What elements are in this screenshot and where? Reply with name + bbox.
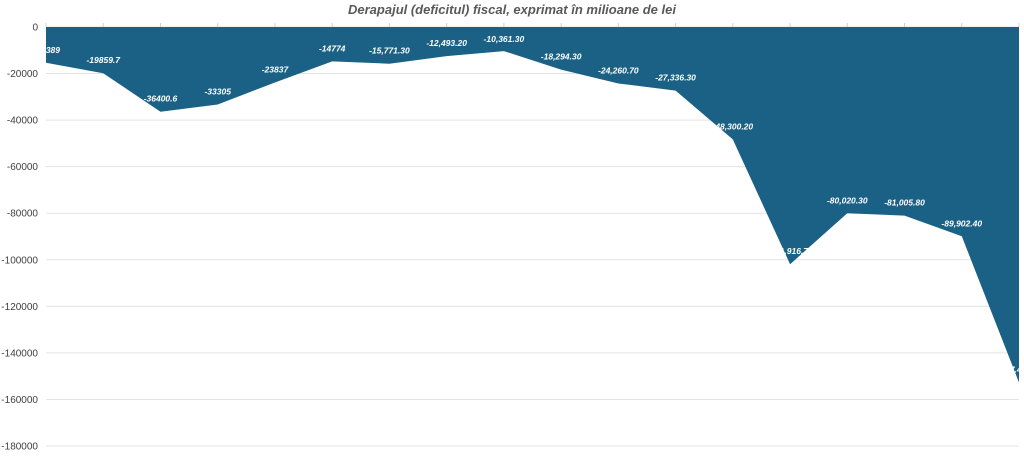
y-tick-label: -160000	[1, 395, 38, 406]
data-labels: -15389 -19859.7 -36400.6 -33305 -23837 -14774…	[34, 34, 1024, 374]
y-tick-label: -20000	[7, 69, 39, 80]
data-label: -24,260.70	[598, 65, 639, 75]
data-label: -80,020.30	[827, 195, 868, 205]
data-label: -33305	[204, 87, 231, 97]
data-label: -48,300.20	[712, 121, 753, 131]
data-label: -152,717.40	[981, 364, 1024, 374]
y-tick-label: -140000	[1, 348, 38, 359]
area-layer	[46, 27, 1019, 383]
data-label: -14774	[319, 43, 346, 53]
area-series	[46, 27, 1019, 383]
data-label: -18,294.30	[541, 52, 582, 62]
y-tick-label: -100000	[1, 255, 38, 266]
y-tick-label: -80000	[7, 209, 39, 220]
x-axis-ticks	[45, 23, 1020, 27]
data-label: -12,493.20	[426, 38, 467, 48]
y-tick-label: -40000	[7, 116, 39, 127]
data-label: -36400.6	[144, 94, 178, 104]
data-label: -27,336.30	[655, 73, 696, 83]
y-tick-label: -60000	[7, 162, 39, 173]
y-tick-label: -120000	[1, 302, 38, 313]
data-label: -23837	[262, 64, 290, 74]
data-label: -19859.7	[86, 55, 121, 65]
data-label: -101,916.70	[767, 246, 813, 256]
data-label: -15389	[34, 45, 61, 55]
data-label: -10,361.30	[484, 34, 525, 44]
y-axis-ticks: 0 -20000 -40000 -60000 -80000 -100000 -120000 -…	[1, 23, 38, 453]
y-tick-label: -180000	[1, 442, 38, 453]
data-label: -15,771.30	[369, 46, 410, 56]
data-label: -89,902.40	[941, 218, 982, 228]
data-label: -81,005.80	[884, 198, 925, 208]
y-tick-label: 0	[32, 23, 38, 34]
chart-title: Derapajul (deficitul) fiscal, exprimat î…	[348, 2, 676, 17]
